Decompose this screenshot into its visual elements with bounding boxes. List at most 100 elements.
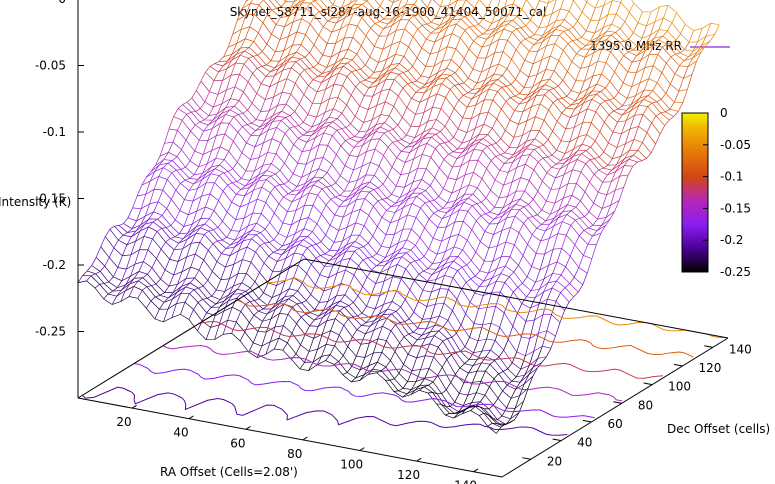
mesh-line xyxy=(558,39,578,61)
y-tick xyxy=(582,419,592,423)
mesh-line xyxy=(646,11,652,27)
mesh-line xyxy=(279,138,299,171)
mesh-line xyxy=(498,351,518,375)
mesh-line xyxy=(314,108,334,138)
mesh-line xyxy=(262,120,282,166)
mesh-line xyxy=(353,269,372,303)
mesh-line xyxy=(514,63,534,97)
x-tick xyxy=(473,468,479,473)
mesh-line xyxy=(174,183,194,221)
x-axis-line xyxy=(77,397,503,478)
mesh-line xyxy=(524,35,544,61)
mesh-line xyxy=(474,234,494,277)
mesh-line xyxy=(423,218,443,257)
mesh-line xyxy=(688,30,694,43)
mesh-line xyxy=(259,249,278,273)
mesh-line xyxy=(379,0,395,22)
mesh-line xyxy=(127,211,547,370)
mesh-line xyxy=(280,103,300,121)
mesh-line xyxy=(401,102,421,140)
mesh-line xyxy=(334,37,354,70)
mesh-line xyxy=(427,389,447,395)
mesh-line xyxy=(616,115,635,165)
mesh-line xyxy=(287,182,306,212)
y-tick-label: 80 xyxy=(638,398,653,412)
mesh-line xyxy=(515,351,535,390)
mesh-line xyxy=(584,0,715,43)
mesh-line xyxy=(352,317,371,338)
mesh-line xyxy=(370,268,390,319)
mesh-line xyxy=(342,344,362,375)
mesh-line xyxy=(219,114,239,147)
mesh-line xyxy=(535,217,555,254)
mesh-line xyxy=(95,225,115,258)
mesh-line xyxy=(336,251,355,296)
mesh-line xyxy=(111,276,131,305)
mesh-line xyxy=(121,230,141,281)
mesh-line xyxy=(278,186,298,205)
mesh-line xyxy=(406,202,426,240)
mesh-line xyxy=(404,290,424,323)
mesh-line xyxy=(477,156,496,188)
mesh-line xyxy=(652,56,672,91)
mesh-line xyxy=(582,74,602,104)
mesh-line xyxy=(490,276,510,324)
mesh-line xyxy=(415,213,434,246)
mesh-line xyxy=(544,211,564,255)
mesh-line xyxy=(526,253,545,298)
mesh-line xyxy=(515,34,535,50)
mesh-line xyxy=(473,23,492,42)
mesh-line xyxy=(460,142,479,190)
mesh-line xyxy=(500,232,520,274)
mesh-line xyxy=(405,256,425,270)
mesh-line xyxy=(274,21,294,69)
mesh-line xyxy=(399,168,419,206)
mesh-line xyxy=(189,250,209,284)
mesh-line xyxy=(267,1,286,15)
mesh-line xyxy=(373,166,393,190)
mesh-line xyxy=(534,0,550,35)
mesh-line xyxy=(434,151,454,178)
mesh-line xyxy=(214,54,633,176)
mesh-line xyxy=(465,280,485,314)
mesh-line xyxy=(412,33,432,67)
colorbar-tick-label: -0.25 xyxy=(720,265,751,279)
mesh-line xyxy=(609,51,629,82)
mesh-line xyxy=(268,0,670,121)
mesh-line xyxy=(447,0,467,27)
mesh-line xyxy=(291,23,311,58)
mesh-line xyxy=(200,80,620,209)
mesh-line xyxy=(150,128,170,172)
mesh-line xyxy=(225,234,244,268)
base-contours xyxy=(82,277,726,436)
mesh-line xyxy=(185,119,205,141)
mesh-line xyxy=(417,133,437,169)
mesh-line xyxy=(556,108,576,151)
mesh-line xyxy=(422,262,442,291)
mesh-line xyxy=(235,170,255,195)
mesh-line xyxy=(510,204,529,228)
mesh-line xyxy=(588,194,607,229)
mesh-line xyxy=(402,369,421,398)
mesh-line xyxy=(198,261,218,289)
mesh-line xyxy=(367,79,387,131)
mesh-line xyxy=(376,54,396,86)
mesh-line xyxy=(317,295,337,327)
mesh-line xyxy=(355,189,375,223)
mesh-line xyxy=(461,113,481,154)
mesh-line xyxy=(378,18,397,63)
mesh-line xyxy=(679,41,698,67)
mesh-line xyxy=(241,0,248,10)
y-tick-label: 120 xyxy=(698,361,721,375)
mesh-line xyxy=(389,198,409,248)
mesh-line xyxy=(274,0,674,117)
mesh-line xyxy=(499,0,508,20)
mesh-line xyxy=(246,0,665,126)
mesh-line xyxy=(441,189,461,219)
mesh-line xyxy=(421,288,441,336)
mesh-line xyxy=(476,206,495,222)
mesh-line xyxy=(164,248,184,293)
mesh-line xyxy=(308,320,328,371)
mesh-line xyxy=(252,163,272,191)
mesh-line xyxy=(282,316,302,351)
